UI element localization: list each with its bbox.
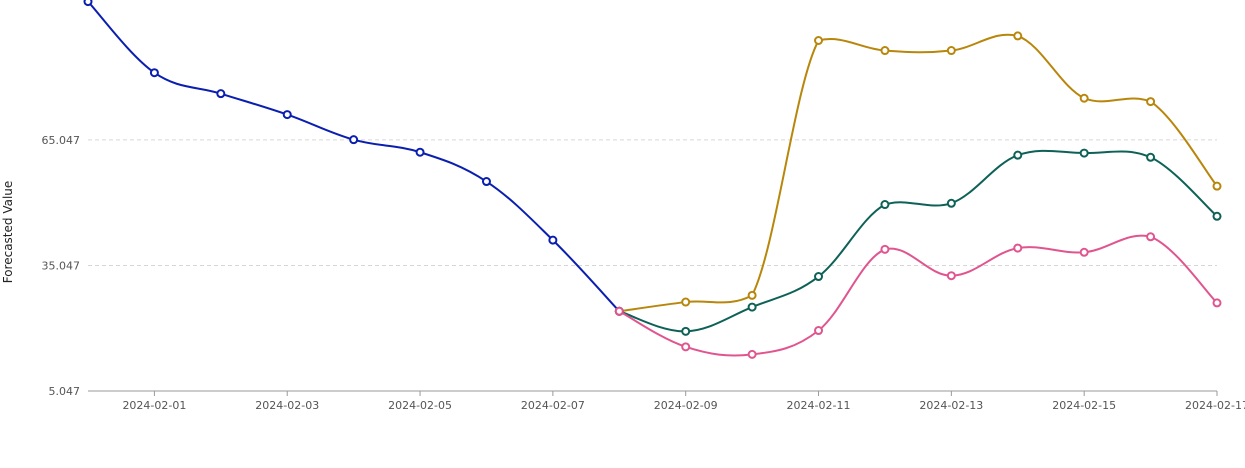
data-point-series-1[interactable] — [681, 297, 691, 307]
x-tick-label: 2024-02-11 — [787, 399, 851, 412]
data-point-series-3[interactable] — [681, 342, 691, 352]
data-point-series-0[interactable] — [481, 177, 491, 187]
data-point-series-1[interactable] — [880, 46, 890, 56]
data-point-series-2[interactable] — [1079, 148, 1089, 158]
data-point-series-1[interactable] — [814, 36, 824, 46]
data-point-series-3[interactable] — [946, 271, 956, 281]
series-line-2 — [618, 149, 1218, 333]
data-point-series-0[interactable] — [83, 0, 93, 7]
grid-layer — [88, 139, 1217, 266]
x-tick-label: 2024-02-03 — [255, 399, 319, 412]
data-point-series-1[interactable] — [1146, 97, 1156, 107]
data-point-series-0[interactable] — [415, 147, 425, 157]
data-point-series-2[interactable] — [946, 198, 956, 208]
series-line-1 — [619, 33, 1218, 313]
x-tick-label: 2024-02-15 — [1052, 399, 1116, 412]
data-point-series-0[interactable] — [149, 68, 159, 78]
data-point-series-2[interactable] — [1146, 152, 1156, 162]
data-point-series-1[interactable] — [946, 46, 956, 56]
data-point-series-2[interactable] — [814, 272, 824, 282]
data-point-series-0[interactable] — [548, 235, 558, 245]
data-point-series-3[interactable] — [1146, 232, 1156, 242]
y-tick-label: 35.047 — [42, 259, 81, 272]
series-layer — [83, 0, 1222, 359]
x-tick-label: 2024-02-17 — [1185, 399, 1245, 412]
data-point-series-0[interactable] — [282, 110, 292, 120]
x-tick-label: 2024-02-13 — [919, 399, 983, 412]
series-line-0 — [87, 0, 621, 312]
x-tick-label: 2024-02-07 — [521, 399, 585, 412]
data-point-series-2[interactable] — [747, 302, 757, 312]
y-tick-label: 65.047 — [42, 134, 81, 147]
data-point-series-1[interactable] — [1013, 31, 1023, 41]
data-point-series-2[interactable] — [681, 326, 691, 336]
data-point-series-1[interactable] — [747, 290, 757, 300]
data-point-series-1[interactable] — [1079, 93, 1089, 103]
y-axis-label: Forecasted Value — [1, 181, 15, 284]
data-point-series-3[interactable] — [1013, 243, 1023, 253]
x-tick-label: 2024-02-01 — [122, 399, 186, 412]
data-point-series-2[interactable] — [1212, 211, 1222, 221]
y-tick-label: 5.047 — [49, 385, 81, 398]
x-tick-label: 2024-02-09 — [654, 399, 718, 412]
data-point-series-0[interactable] — [349, 135, 359, 145]
data-point-series-3[interactable] — [880, 244, 890, 254]
data-point-series-3[interactable] — [1212, 298, 1222, 308]
axis-layer: 5.047 35.047 65.047 2024-02-01 2024-02-03 202… — [42, 134, 1245, 412]
data-point-series-3[interactable] — [747, 349, 757, 359]
data-point-series-2[interactable] — [1013, 150, 1023, 160]
data-point-series-2[interactable] — [880, 200, 890, 210]
data-point-series-3[interactable] — [614, 306, 624, 316]
data-point-series-3[interactable] — [814, 326, 824, 336]
data-point-series-3[interactable] — [1079, 247, 1089, 257]
data-point-series-0[interactable] — [216, 89, 226, 99]
x-tick-label: 2024-02-05 — [388, 399, 452, 412]
series-line-3 — [618, 234, 1218, 357]
data-point-series-1[interactable] — [1212, 181, 1222, 191]
